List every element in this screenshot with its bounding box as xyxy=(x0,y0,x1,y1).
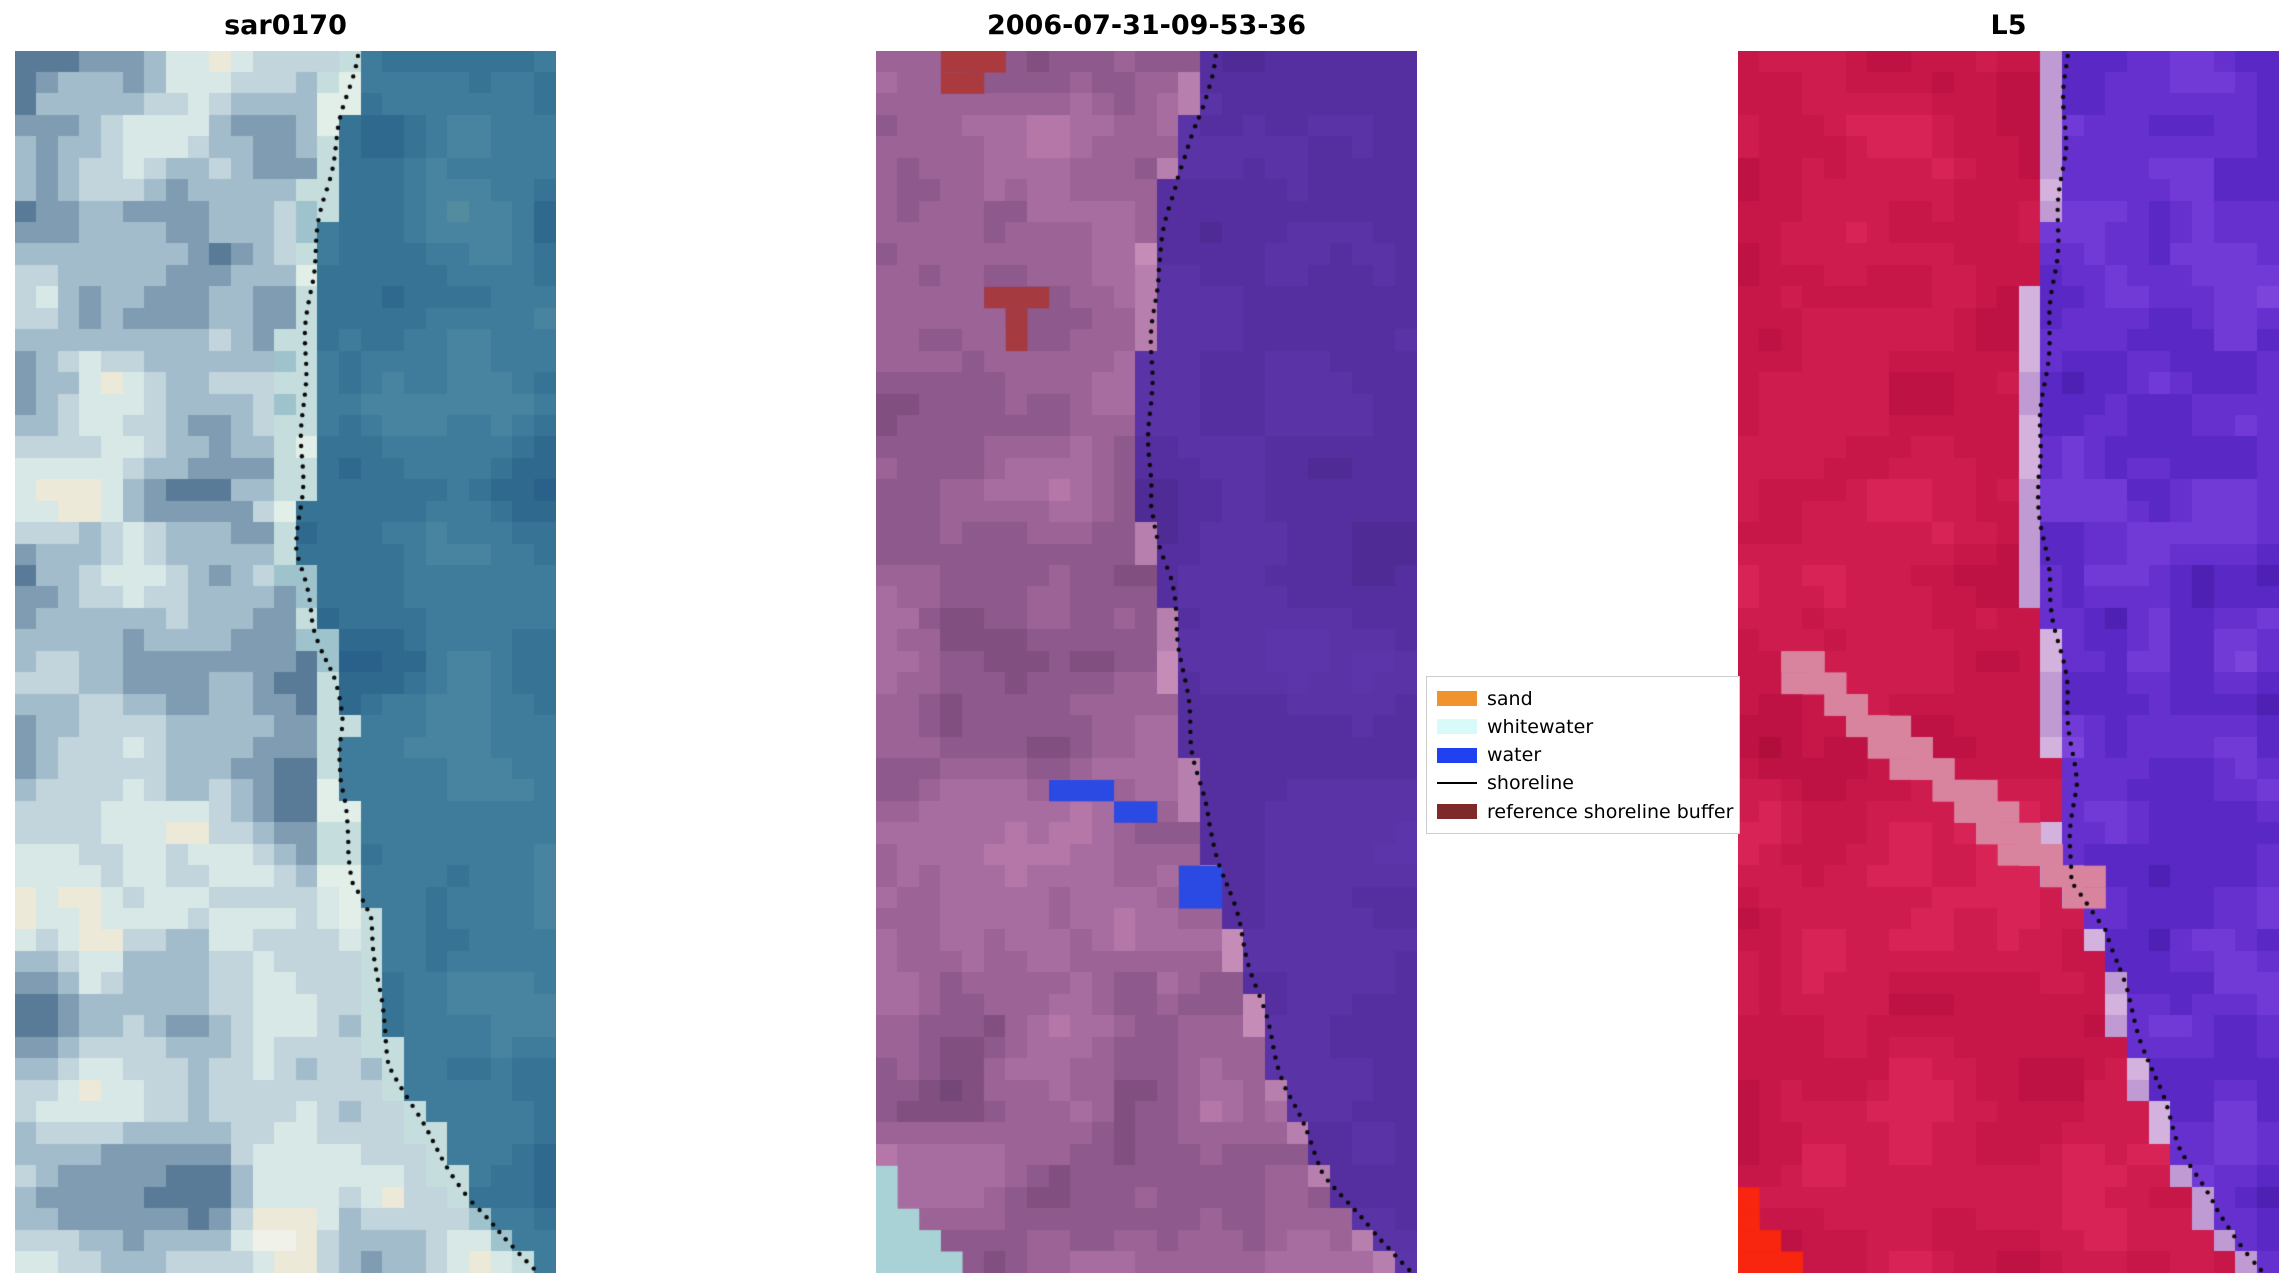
legend-label-sand: sand xyxy=(1487,687,1533,710)
reference-buffer-swatch xyxy=(1437,804,1477,819)
water-swatch xyxy=(1437,747,1477,763)
legend: sand whitewater water shoreline referenc… xyxy=(1426,676,1740,834)
legend-label-reference-buffer: reference shoreline buffer xyxy=(1487,800,1734,823)
l5-panel-image xyxy=(1738,51,2279,1273)
legend-label-shoreline: shoreline xyxy=(1487,772,1574,795)
legend-item-shoreline: shoreline xyxy=(1437,770,1739,797)
legend-item-reference-buffer: reference shoreline buffer xyxy=(1437,798,1739,825)
classification-panel-image xyxy=(876,51,1417,1273)
legend-item-sand: sand xyxy=(1437,685,1739,712)
legend-label-whitewater: whitewater xyxy=(1487,715,1594,738)
whitewater-swatch xyxy=(1437,719,1477,735)
panel-title-l5: L5 xyxy=(1990,10,2027,41)
panel-title-date: 2006-07-31-09-53-36 xyxy=(986,10,1307,41)
legend-label-water: water xyxy=(1487,744,1542,766)
sar-panel-image xyxy=(15,51,556,1273)
shoreline-line-swatch xyxy=(1437,782,1477,785)
panel-title-sar0170: sar0170 xyxy=(224,10,347,41)
legend-item-whitewater: whitewater xyxy=(1437,713,1739,740)
sand-swatch xyxy=(1437,691,1477,706)
legend-item-water: water xyxy=(1437,742,1739,769)
